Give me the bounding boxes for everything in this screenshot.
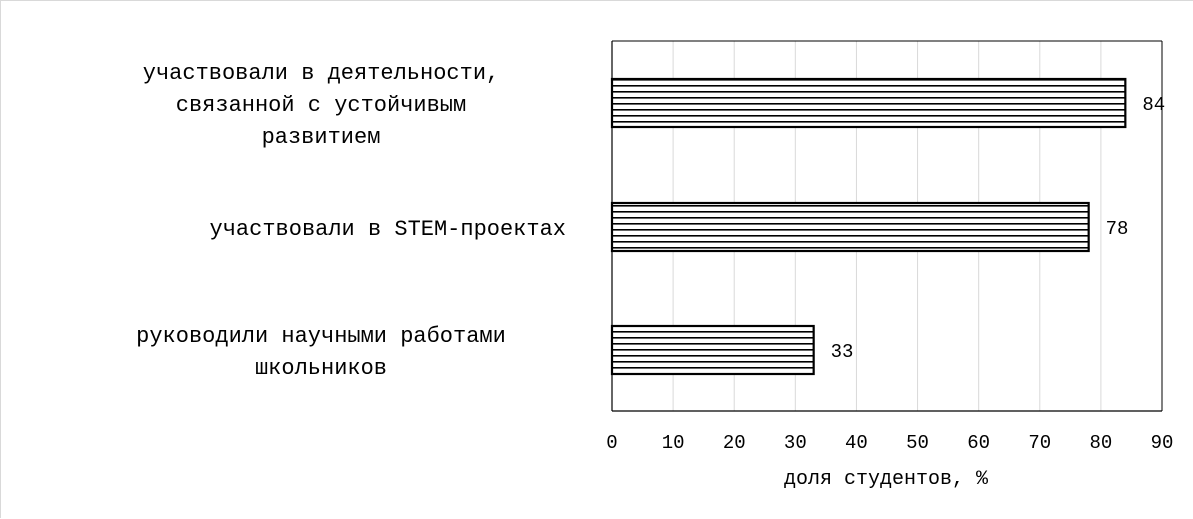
x-tick-label: 50 (906, 432, 929, 454)
x-tick-label: 10 (662, 432, 685, 454)
x-tick-label: 0 (606, 432, 617, 454)
data-label: 84 (1142, 94, 1165, 116)
data-label: 33 (831, 341, 854, 363)
x-tick-label: 40 (845, 432, 868, 454)
x-tick-label: 70 (1028, 432, 1051, 454)
x-tick-label: 80 (1089, 432, 1112, 454)
category-label: связанной с устойчивым (176, 93, 466, 118)
category-label: участвовали в деятельности, (143, 61, 499, 86)
x-axis-title: доля студентов, % (784, 468, 989, 491)
x-tick-label: 20 (723, 432, 746, 454)
category-label: руководили научными работами (136, 324, 506, 349)
x-tick-label: 30 (784, 432, 807, 454)
x-tick-label: 90 (1151, 432, 1174, 454)
data-label: 78 (1106, 218, 1129, 240)
x-tick-label: 60 (967, 432, 990, 454)
category-label: школьников (255, 356, 387, 381)
bar (610, 201, 1090, 253)
category-label: развитием (262, 125, 381, 150)
bar (610, 77, 1127, 129)
bar (610, 324, 815, 376)
category-label: участвовали в STEM-проектах (210, 217, 566, 242)
